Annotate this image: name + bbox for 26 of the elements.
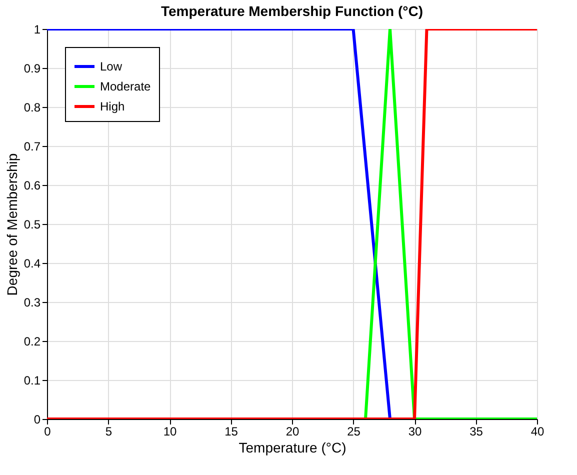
y-tick-label: 0.1 (24, 374, 41, 388)
x-tick-label: 10 (163, 424, 177, 438)
y-tick-label: 0.9 (24, 62, 41, 76)
x-tick-label: 5 (105, 424, 112, 438)
y-tick-label: 0.7 (24, 140, 41, 154)
x-tick-label: 25 (347, 424, 361, 438)
x-tick-label: 35 (470, 424, 484, 438)
y-axis-title: Degree of Membership (4, 153, 20, 296)
legend-label: Moderate (100, 80, 152, 94)
x-tick-label: 15 (224, 424, 238, 438)
y-tick-label: 0.8 (24, 100, 41, 114)
y-tick-label: 0.3 (24, 296, 41, 310)
chart-title: Temperature Membership Function (°C) (160, 3, 424, 19)
y-tick-label: 0.4 (24, 256, 41, 270)
x-tick-label: 0 (44, 424, 52, 438)
x-tick-label: 20 (286, 424, 300, 438)
y-tick-label: 0.6 (24, 178, 41, 192)
y-tick-label: 0.5 (24, 218, 41, 232)
legend-label: High (100, 100, 125, 114)
y-tick-label: 0 (34, 412, 41, 426)
x-tick-label: 40 (530, 424, 544, 438)
x-axis-title: Temperature (°C) (238, 440, 346, 456)
legend-label: Low (100, 60, 122, 74)
y-tick-label: 0.2 (24, 334, 41, 348)
y-tick-label: 1 (34, 22, 41, 36)
x-tick-label: 30 (408, 424, 422, 438)
